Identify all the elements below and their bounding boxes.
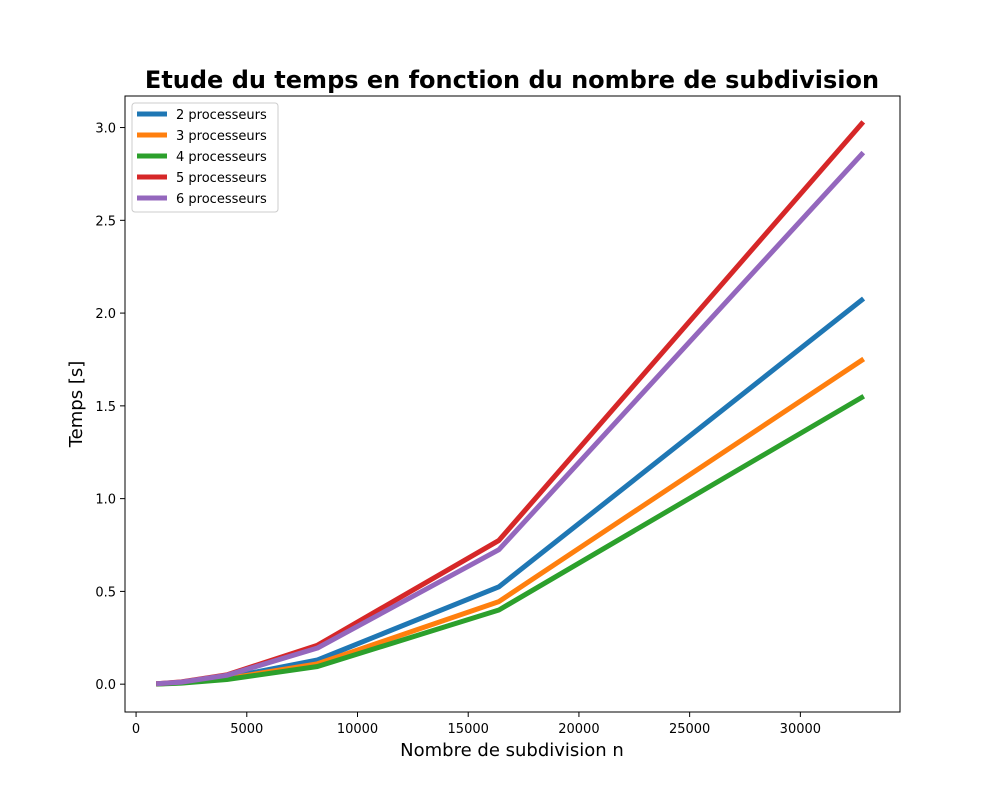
y-tick-label: 1.0 xyxy=(95,493,116,508)
legend-label: 6 processeurs xyxy=(176,192,267,207)
x-tick-label: 20000 xyxy=(558,722,599,737)
plot-frame xyxy=(124,95,901,713)
x-tick-label: 15000 xyxy=(448,722,489,737)
y-tick-label: 3.0 xyxy=(95,122,116,137)
y-tick-label: 2.5 xyxy=(95,214,116,229)
x-tick-label: 5000 xyxy=(230,722,263,737)
y-tick-label: 0.0 xyxy=(95,678,116,693)
x-tick-label: 25000 xyxy=(669,722,710,737)
chart-title: Etude du temps en fonction du nombre de … xyxy=(145,66,879,94)
y-axis: 0.0 0.5 1.0 1.5 2.0 2.5 3.0 xyxy=(95,122,125,693)
plot-area xyxy=(124,95,901,713)
x-tick-label: 30000 xyxy=(780,722,821,737)
y-tick-label: 0.5 xyxy=(95,585,116,600)
legend: 2 processeurs 3 processeurs 4 processeurs 5… xyxy=(131,102,279,213)
legend-label: 3 processeurs xyxy=(176,129,267,144)
x-axis: 0 5000 10000 15000 20000 25000 30000 xyxy=(132,712,821,737)
legend-label: 2 processeurs xyxy=(176,108,267,123)
series-line-3-processeurs xyxy=(156,356,866,687)
y-axis-label: Temps [s] xyxy=(66,361,87,449)
legend-box xyxy=(131,102,279,213)
series-line-2-processeurs xyxy=(156,296,866,687)
legend-label: 4 processeurs xyxy=(176,150,267,165)
series-line-6-processeurs xyxy=(156,150,866,687)
x-tick-label: 0 xyxy=(132,722,140,737)
y-tick-label: 2.0 xyxy=(95,307,116,322)
x-tick-label: 10000 xyxy=(337,722,378,737)
series-layer xyxy=(156,120,866,687)
y-tick-label: 1.5 xyxy=(95,400,116,415)
legend-label: 5 processeurs xyxy=(176,171,267,186)
x-axis-label: Nombre de subdivision n xyxy=(400,740,624,761)
